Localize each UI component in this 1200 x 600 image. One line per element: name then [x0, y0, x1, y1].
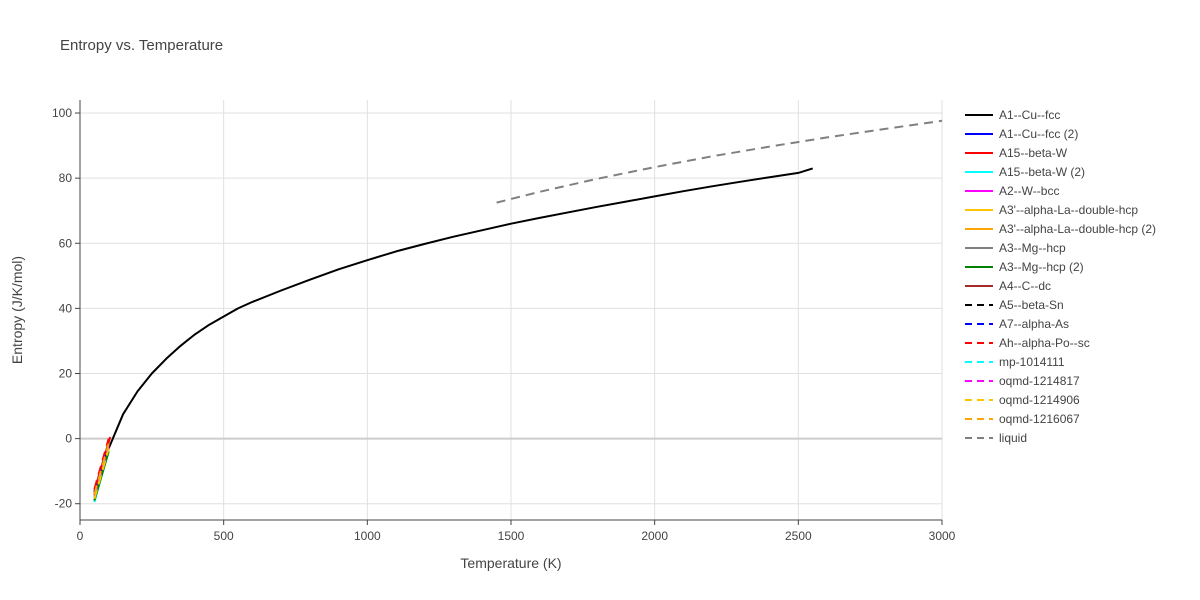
legend[interactable]: A1--Cu--fcc A1--Cu--fcc (2) A15--beta-W A15… — [965, 108, 1156, 445]
legend-label: A3'--alpha-La--double-hcp (2) — [999, 222, 1156, 236]
legend-item[interactable]: oqmd-1214817 — [965, 374, 1080, 388]
legend-item[interactable]: oqmd-1214906 — [965, 393, 1080, 407]
y-tick-label: 80 — [59, 171, 73, 185]
legend-label: A1--Cu--fcc (2) — [999, 127, 1078, 141]
legend-item[interactable]: oqmd-1216067 — [965, 412, 1080, 426]
legend-label: mp-1014111 — [999, 355, 1065, 369]
x-tick-label: 1000 — [354, 529, 381, 543]
legend-item[interactable]: mp-1014111 — [965, 355, 1065, 369]
legend-label: A4--C--dc — [999, 279, 1051, 293]
y-tick-label: 100 — [52, 106, 72, 120]
legend-label: Ah--alpha-Po--sc — [999, 336, 1090, 350]
series-line — [93, 443, 110, 495]
legend-label: A2--W--bcc — [999, 184, 1059, 198]
series-line — [93, 438, 110, 490]
legend-item[interactable]: A5--beta-Sn — [965, 298, 1064, 312]
legend-label: A1--Cu--fcc — [999, 108, 1060, 122]
legend-item[interactable]: liquid — [965, 431, 1027, 445]
legend-label: oqmd-1214906 — [999, 393, 1080, 407]
x-tick-label: 2500 — [785, 529, 812, 543]
legend-label: liquid — [999, 431, 1027, 445]
series-line — [93, 448, 110, 500]
legend-item[interactable]: A4--C--dc — [965, 279, 1051, 293]
series-line — [496, 119, 943, 204]
legend-item[interactable]: A3'--alpha-La--double-hcp — [965, 203, 1138, 217]
y-tick-label: 60 — [59, 236, 73, 250]
series-layer — [93, 119, 943, 503]
y-tick-label: 40 — [59, 301, 73, 315]
legend-item[interactable]: A7--alpha-As — [965, 317, 1069, 331]
axes: 0 500 1000 1500 2000 2500 3000 -20 0 20 40 60 80 100 — [52, 100, 956, 543]
legend-item[interactable]: A15--beta-W (2) — [965, 165, 1085, 179]
x-tick-label: 500 — [214, 529, 234, 543]
x-axis-title: Temperature (K) — [460, 555, 561, 571]
legend-label: oqmd-1214817 — [999, 374, 1080, 388]
legend-item[interactable]: A15--beta-W — [965, 146, 1068, 160]
legend-label: A7--alpha-As — [999, 317, 1069, 331]
legend-label: A5--beta-Sn — [999, 298, 1064, 312]
x-tick-label: 0 — [77, 529, 84, 543]
series-line — [93, 167, 813, 501]
legend-label: A15--beta-W (2) — [999, 165, 1085, 179]
legend-item[interactable]: A1--Cu--fcc — [965, 108, 1060, 122]
legend-item[interactable]: Ah--alpha-Po--sc — [965, 336, 1090, 350]
grid — [80, 100, 943, 520]
legend-item[interactable]: A3--Mg--hcp — [965, 241, 1066, 255]
y-tick-label: -20 — [55, 497, 73, 511]
chart-title: Entropy vs. Temperature — [60, 37, 223, 54]
legend-label: oqmd-1216067 — [999, 412, 1080, 426]
legend-label: A15--beta-W — [999, 146, 1068, 160]
legend-item[interactable]: A2--W--bcc — [965, 184, 1059, 198]
legend-item[interactable]: A3'--alpha-La--double-hcp (2) — [965, 222, 1156, 236]
legend-item[interactable]: A3--Mg--hcp (2) — [965, 260, 1084, 274]
legend-label: A3--Mg--hcp — [999, 241, 1066, 255]
x-tick-label: 2000 — [641, 529, 668, 543]
y-tick-label: 20 — [59, 366, 73, 380]
x-tick-label: 1500 — [498, 529, 525, 543]
legend-label: A3--Mg--hcp (2) — [999, 260, 1084, 274]
x-tick-label: 3000 — [929, 529, 956, 543]
legend-item[interactable]: A1--Cu--fcc (2) — [965, 127, 1078, 141]
y-tick-label: 0 — [65, 432, 72, 446]
legend-label: A3'--alpha-La--double-hcp — [999, 203, 1138, 217]
y-axis-title: Entropy (J/K/mol) — [9, 256, 25, 364]
